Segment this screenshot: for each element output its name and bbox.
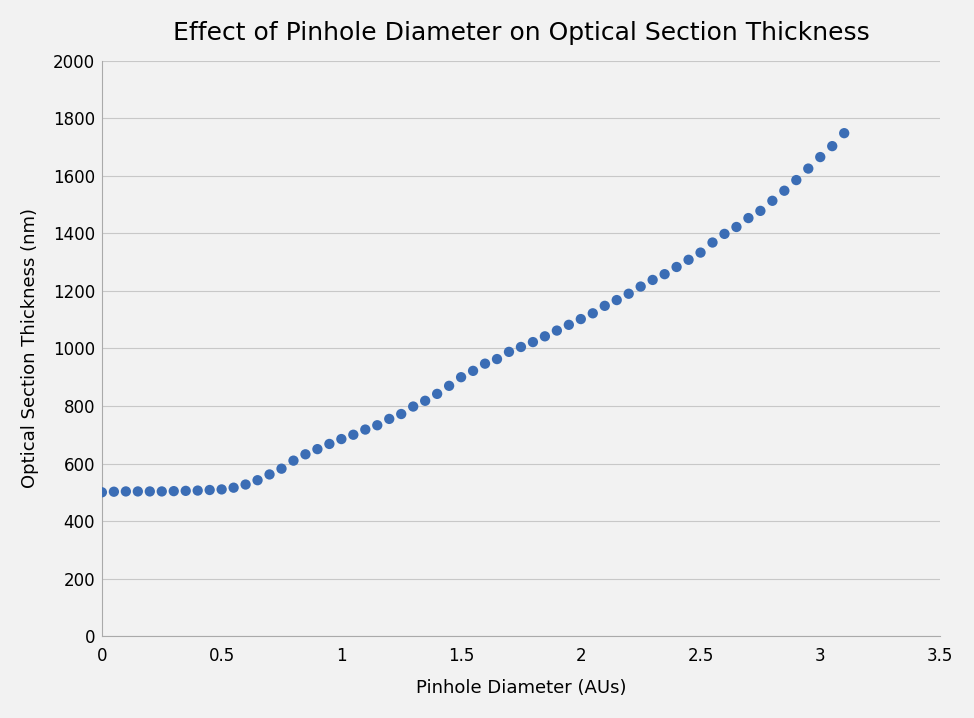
Point	[226, 482, 242, 493]
Point	[609, 294, 624, 306]
Point	[765, 195, 780, 207]
Point	[645, 274, 660, 286]
Point	[441, 380, 457, 391]
Point	[453, 371, 468, 383]
Point	[693, 247, 708, 258]
Point	[106, 486, 122, 498]
X-axis label: Pinhole Diameter (AUs): Pinhole Diameter (AUs)	[416, 679, 626, 697]
Point	[285, 455, 301, 467]
Point	[357, 424, 373, 435]
Point	[118, 485, 133, 497]
Point	[346, 429, 361, 440]
Point	[489, 353, 505, 365]
Point	[202, 484, 217, 495]
Point	[776, 185, 792, 197]
Point	[620, 288, 636, 299]
Point	[166, 485, 181, 497]
Y-axis label: Optical Section Thickness (nm): Optical Section Thickness (nm)	[20, 208, 39, 488]
Point	[190, 485, 206, 496]
Point	[502, 346, 517, 358]
Point	[333, 434, 349, 445]
Point	[812, 151, 828, 163]
Point	[573, 313, 588, 325]
Point	[405, 401, 421, 412]
Point	[178, 485, 194, 497]
Point	[753, 205, 768, 217]
Point	[656, 269, 672, 280]
Point	[393, 409, 409, 420]
Point	[214, 484, 230, 495]
Point	[321, 438, 337, 449]
Point	[585, 307, 601, 319]
Point	[789, 174, 805, 186]
Point	[633, 281, 649, 292]
Point	[274, 463, 289, 475]
Point	[154, 485, 169, 497]
Point	[801, 163, 816, 174]
Point	[705, 237, 721, 248]
Point	[94, 487, 110, 498]
Point	[740, 213, 756, 224]
Point	[369, 419, 385, 431]
Point	[561, 319, 577, 330]
Point	[430, 388, 445, 400]
Point	[249, 475, 265, 486]
Point	[537, 330, 552, 342]
Point	[837, 127, 852, 139]
Point	[681, 254, 696, 266]
Point	[466, 365, 481, 377]
Point	[142, 485, 158, 497]
Point	[310, 444, 325, 455]
Point	[477, 358, 493, 370]
Point	[298, 449, 314, 460]
Point	[238, 479, 253, 490]
Point	[549, 325, 565, 336]
Point	[669, 261, 685, 273]
Point	[597, 300, 613, 312]
Point	[382, 413, 397, 424]
Point	[525, 336, 541, 348]
Point	[262, 469, 278, 480]
Point	[513, 341, 529, 353]
Point	[717, 228, 732, 240]
Point	[418, 395, 433, 406]
Point	[729, 221, 744, 233]
Point	[824, 141, 840, 152]
Point	[131, 485, 146, 497]
Title: Effect of Pinhole Diameter on Optical Section Thickness: Effect of Pinhole Diameter on Optical Se…	[172, 21, 870, 45]
